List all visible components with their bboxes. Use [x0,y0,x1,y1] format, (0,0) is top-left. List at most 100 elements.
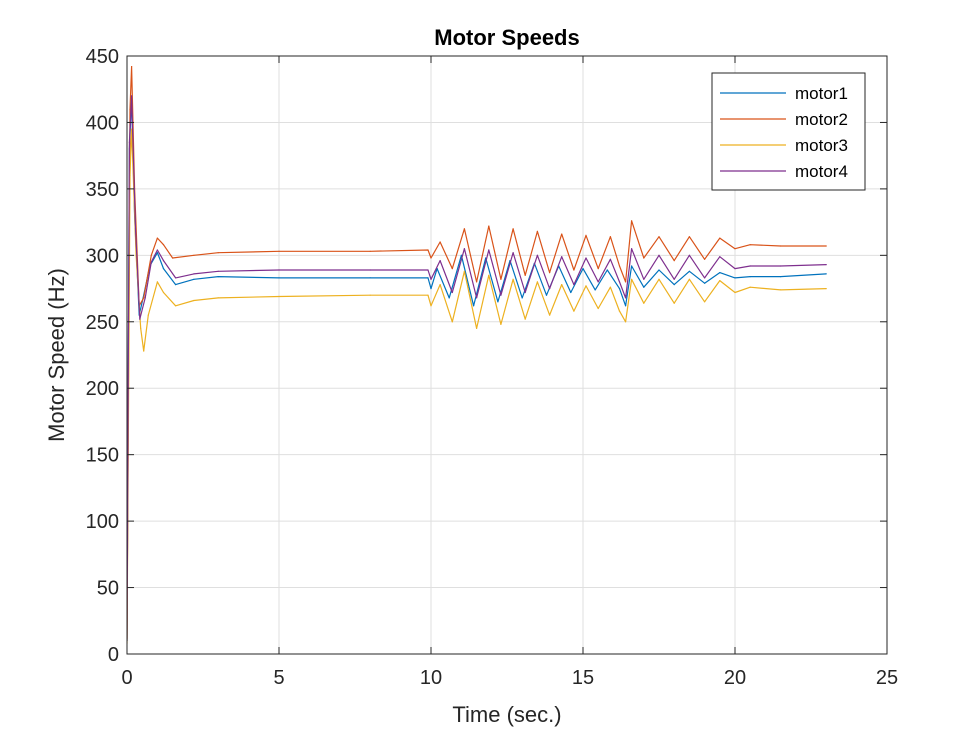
data-point-motor2 [734,248,736,250]
data-point-motor1 [719,272,721,274]
data-point-motor3 [217,297,219,299]
data-point-motor1 [658,269,660,271]
data-point-motor2 [156,237,158,239]
data-point-motor3 [524,318,526,320]
plot-frame [126,55,888,655]
data-point-motor3 [193,299,195,302]
data-point-motor2 [439,241,441,243]
data-point-motor1 [473,305,475,307]
data-point-motor2 [488,225,490,227]
data-point-motor4 [658,254,660,256]
data-point-motor1 [521,297,523,299]
data-point-motor2 [609,236,612,238]
legend-entry-motor4: motor4 [795,162,848,181]
y-tick-label: 200 [86,378,119,400]
data-point-motor4 [430,278,432,280]
data-point-motor3 [609,286,612,288]
x-tick-label: 15 [572,667,594,689]
data-point-motor4 [131,95,133,97]
data-point-motor2 [143,297,145,299]
data-point-motor2 [643,257,645,259]
data-point-motor2 [129,108,131,110]
series-line-motor1 [127,97,827,641]
data-point-motor1 [175,284,177,286]
y-tick-label: 300 [86,245,119,267]
y-tick-label: 400 [86,112,119,134]
data-point-motor3 [825,288,827,290]
data-point-motor4 [673,278,675,280]
data-point-motor3 [643,302,645,304]
data-point-motor3 [175,305,177,307]
data-point-motor4 [278,269,280,271]
data-point-motor2 [430,257,432,259]
data-point-motor2 [463,228,465,230]
data-point-motor2 [549,272,551,274]
y-axis-label: Motor Speed (Hz) [44,268,69,442]
data-point-motor4 [609,258,612,260]
data-point-motor3 [704,301,706,303]
data-point-motor1 [545,294,548,296]
x-axis-label: Time (sec.) [452,702,561,727]
y-tick-label: 50 [97,578,119,600]
data-point-motor3 [500,323,502,325]
data-point-motor3 [631,278,633,280]
y-tick-label: 150 [86,445,119,467]
data-point-motor3 [463,270,465,272]
data-point-motor3 [585,285,587,287]
data-point-motor4 [175,277,177,279]
data-point-motor2 [585,234,587,236]
data-point-motor2 [524,274,526,276]
data-point-motor3 [162,291,165,294]
data-point-motor1 [430,288,432,290]
data-point-motor3 [536,281,539,283]
data-point-motor1 [369,277,371,279]
data-point-motor4 [780,265,782,267]
data-point-motor2 [512,228,514,230]
data-point-motor3 [512,278,514,280]
data-point-motor1 [631,265,633,267]
data-point-motor1 [156,252,158,254]
data-point-motor1 [570,291,572,294]
legend-entry-motor3: motor3 [795,136,848,155]
data-point-motor3 [618,310,621,312]
series-lines [127,66,827,644]
x-tick-label: 20 [724,667,746,689]
data-point-motor2 [749,244,751,246]
data-point-motor2 [369,250,371,252]
data-point-motor2 [825,245,827,247]
data-point-motor3 [156,281,158,283]
data-point-motor3 [780,289,782,291]
data-point-motor2 [673,260,675,262]
data-point-motor4 [476,297,478,299]
data-point-motor3 [451,321,453,323]
data-point-motor1 [497,301,499,303]
data-point-motor3 [439,284,441,286]
data-point-motor3 [561,284,563,286]
data-point-motor3 [549,314,551,316]
data-point-motor4 [524,291,526,294]
data-point-motor3 [427,294,429,296]
data-point-motor1 [749,276,751,278]
data-point-motor3 [573,310,575,312]
data-point-motor2 [172,257,174,259]
x-tick-label: 0 [121,667,132,689]
series-line-motor2 [127,66,827,639]
data-point-motor4 [734,268,736,270]
data-point-motor3 [734,291,736,294]
x-tick-label: 5 [273,667,284,689]
chart-title: Motor Speeds [434,25,579,50]
x-tick-label: 10 [420,667,442,689]
data-point-motor3 [625,321,627,323]
data-point-motor1 [688,270,691,272]
data-point-motor4 [688,254,691,256]
data-point-motor3 [131,128,133,130]
data-point-motor4 [585,257,587,259]
data-point-motor4 [463,248,465,250]
data-point-motor2 [780,245,782,247]
data-point-motor1 [734,277,736,279]
data-point-motor3 [140,327,142,329]
data-point-motor4 [439,260,441,262]
data-point-motor1 [643,286,645,288]
data-point-motor3 [749,286,751,288]
